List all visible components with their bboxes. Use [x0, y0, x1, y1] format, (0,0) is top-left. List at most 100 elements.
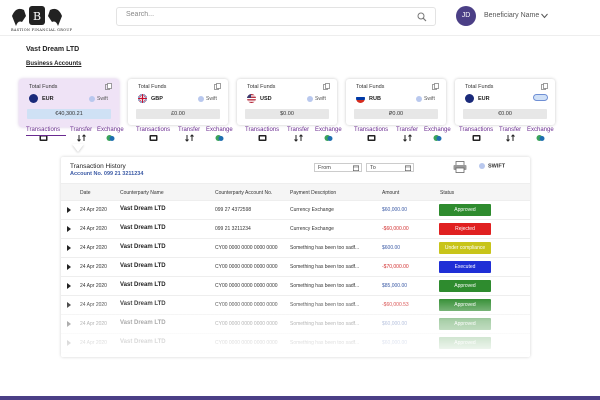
table-row[interactable]: 24 Apr 2020 Vast Dream LTD 099 21 321123…	[61, 220, 530, 239]
row-date: 24 Apr 2020	[80, 283, 107, 289]
account-card-eur[interactable]: Total Funds EUR Swift €40,300.21	[19, 79, 119, 127]
table-row[interactable]: 24 Apr 2020 Vast Dream LTD CY00 0000 000…	[61, 239, 530, 258]
card-currency: EUR	[42, 96, 54, 102]
exchange-icon	[324, 135, 333, 141]
business-accounts-link[interactable]: Business Accounts	[26, 61, 82, 67]
search-box[interactable]	[116, 7, 436, 26]
exchange-link[interactable]: Exchange	[527, 127, 554, 142]
status-badge: Approved	[439, 318, 491, 330]
search-icon[interactable]	[417, 12, 427, 22]
expand-arrow-icon[interactable]	[67, 283, 71, 289]
swift-toggle-icon[interactable]	[533, 94, 548, 101]
transfer-link[interactable]: Transfer	[396, 127, 418, 142]
column-header[interactable]: Date	[80, 190, 91, 196]
transfer-icon	[505, 134, 515, 142]
expand-arrow-icon[interactable]	[67, 226, 71, 232]
row-description: Something has been too sadf...	[290, 340, 360, 346]
swift-icon	[416, 96, 422, 102]
row-description: Something has been too sadf...	[290, 283, 360, 289]
exchange-link[interactable]: Exchange	[206, 127, 233, 142]
card-method: Swift	[424, 96, 435, 102]
row-amount: $600.00	[382, 245, 401, 251]
to-date-input[interactable]: To	[366, 163, 414, 172]
exchange-link[interactable]: Exchange	[424, 127, 451, 142]
transactions-icon	[472, 135, 481, 141]
exchange-link[interactable]: Exchange	[315, 127, 342, 142]
table-row[interactable]: 24 Apr 2020 Vast Dream LTD CY00 0000 000…	[61, 258, 530, 277]
copy-icon[interactable]	[214, 83, 221, 90]
transfer-link[interactable]: Transfer	[70, 127, 92, 142]
row-amount: -$60,000.53	[382, 302, 409, 308]
row-date: 24 Apr 2020	[80, 245, 107, 251]
column-header[interactable]: Amount	[382, 190, 400, 196]
row-date: 24 Apr 2020	[80, 302, 107, 308]
copy-icon[interactable]	[105, 83, 112, 90]
row-date: 24 Apr 2020	[80, 340, 107, 346]
row-amount: $60,000.00	[382, 207, 408, 213]
transactions-link[interactable]: Transactions	[354, 127, 388, 142]
table-row[interactable]: 24 Apr 2020 Vast Dream LTD 099 27 437259…	[61, 201, 530, 220]
account-card-eur-2[interactable]: Total Funds EUR €0.00	[455, 79, 555, 125]
table-row[interactable]: 24 Apr 2020 Vast Dream LTD CY00 0000 000…	[61, 277, 530, 296]
column-header[interactable]: Payment Description	[290, 190, 337, 196]
transfer-icon	[293, 134, 303, 142]
printer-icon[interactable]	[453, 161, 467, 173]
calendar-icon[interactable]	[353, 165, 359, 171]
status-badge: Under compliance	[439, 242, 491, 254]
exchange-icon	[536, 135, 545, 141]
table-row[interactable]: 24 Apr 2020 Vast Dream LTD CY00 0000 000…	[61, 334, 530, 353]
transactions-link[interactable]: Transactions	[245, 127, 279, 142]
row-date: 24 Apr 2020	[80, 321, 107, 327]
expand-arrow-icon[interactable]	[67, 264, 71, 270]
account-card-rub[interactable]: Total Funds RUB Swift ₽0.00	[346, 79, 446, 125]
swift-button[interactable]: SWIFT	[479, 163, 505, 169]
expand-arrow-icon[interactable]	[67, 245, 71, 251]
transactions-link[interactable]: Transactions	[459, 127, 493, 142]
row-account: 099 21 3211234	[215, 226, 251, 232]
table-row[interactable]: 24 Apr 2020 Vast Dream LTD CY00 0000 000…	[61, 296, 530, 315]
panel-pointer	[72, 144, 84, 152]
account-card-gbp[interactable]: Total Funds GBP Swift £0.00	[128, 79, 228, 125]
exchange-icon	[433, 135, 442, 141]
transactions-icon	[258, 135, 267, 141]
column-header[interactable]: Counterparty Account No.	[215, 190, 273, 196]
transfer-link[interactable]: Transfer	[287, 127, 309, 142]
expand-arrow-icon[interactable]	[67, 302, 71, 308]
card-currency: GBP	[151, 96, 163, 102]
transactions-link[interactable]: Transactions	[26, 127, 60, 142]
account-card-usd[interactable]: Total Funds USD Swift $0.00	[237, 79, 337, 125]
row-amount: $60,000.00	[382, 321, 408, 327]
svg-text:B: B	[33, 10, 41, 23]
table-row[interactable]: 24 Apr 2020 Vast Dream LTD CY00 0000 000…	[61, 315, 530, 334]
card-title: Total Funds	[29, 84, 58, 90]
row-account: CY00 0000 0000 0000 0000	[215, 340, 278, 346]
copy-icon[interactable]	[323, 83, 330, 90]
card-currency: EUR	[478, 96, 490, 102]
row-account: CY00 0000 0000 0000 0000	[215, 283, 278, 289]
transactions-link[interactable]: Transactions	[136, 127, 170, 142]
exchange-link[interactable]: Exchange	[97, 127, 124, 142]
row-counterparty: Vast Dream LTD	[120, 225, 166, 231]
copy-icon[interactable]	[432, 83, 439, 90]
search-input[interactable]	[126, 11, 406, 18]
row-date: 24 Apr 2020	[80, 226, 107, 232]
card-currency: USD	[260, 96, 272, 102]
beneficiary-name[interactable]: Beneficiary Name	[484, 12, 540, 19]
transactions-icon	[149, 135, 158, 141]
column-header[interactable]: Counterparty Name	[120, 190, 164, 196]
card-title: Total Funds	[465, 84, 494, 90]
copy-icon[interactable]	[541, 83, 548, 90]
column-header[interactable]: Status	[440, 190, 455, 196]
calendar-icon[interactable]	[405, 165, 411, 171]
expand-arrow-icon[interactable]	[67, 321, 71, 327]
card-title: Total Funds	[356, 84, 385, 90]
expand-arrow-icon[interactable]	[67, 340, 71, 346]
row-description: Something has been too sadf...	[290, 245, 360, 251]
row-description: Something has been too sadf...	[290, 264, 360, 270]
chevron-down-icon[interactable]	[541, 13, 548, 19]
expand-arrow-icon[interactable]	[67, 207, 71, 213]
transfer-link[interactable]: Transfer	[499, 127, 521, 142]
from-date-input[interactable]: From	[314, 163, 362, 172]
avatar[interactable]: JD	[456, 6, 476, 26]
transfer-link[interactable]: Transfer	[178, 127, 200, 142]
